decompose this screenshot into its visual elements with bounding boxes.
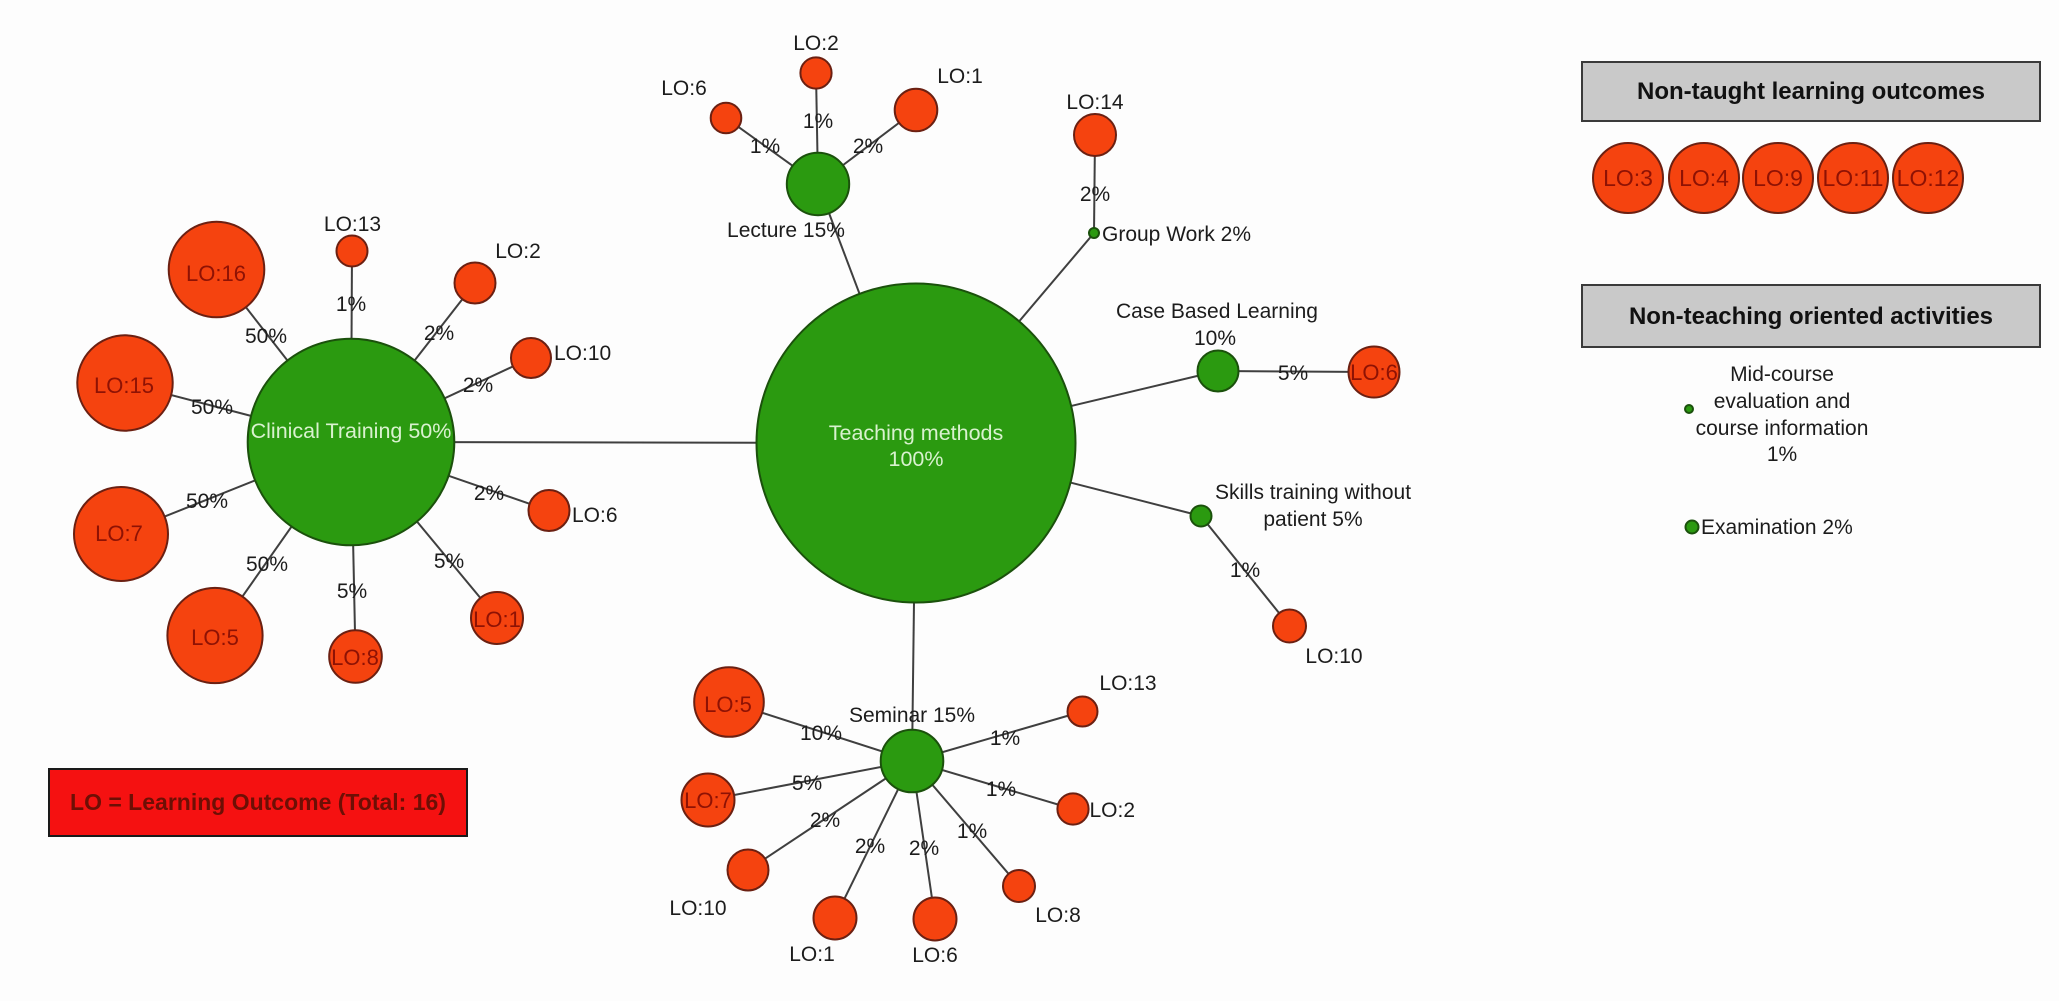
svg-text:10%: 10%: [1194, 327, 1236, 350]
svg-text:50%: 50%: [186, 490, 228, 513]
svg-text:2%: 2%: [909, 837, 939, 860]
svg-text:Mid-course: Mid-course: [1730, 363, 1834, 386]
svg-text:LO:10: LO:10: [669, 897, 726, 920]
svg-text:LO:6: LO:6: [1350, 360, 1398, 385]
svg-text:LO:15: LO:15: [94, 373, 154, 398]
svg-text:LO:5: LO:5: [704, 692, 752, 717]
svg-text:LO:2: LO:2: [495, 240, 541, 263]
svg-text:LO:8: LO:8: [331, 645, 379, 670]
svg-text:LO:1: LO:1: [473, 607, 521, 632]
svg-text:LO:7: LO:7: [95, 521, 143, 546]
svg-text:LO:6: LO:6: [661, 77, 707, 100]
svg-text:5%: 5%: [434, 550, 464, 573]
svg-text:LO:9: LO:9: [1753, 165, 1803, 191]
svg-text:LO:10: LO:10: [1305, 645, 1362, 668]
svg-text:2%: 2%: [474, 482, 504, 505]
svg-text:Clinical Training 50%: Clinical Training 50%: [251, 419, 452, 443]
svg-text:2%: 2%: [463, 374, 493, 397]
svg-text:Lecture 15%: Lecture 15%: [727, 219, 845, 242]
svg-text:course information: course information: [1696, 417, 1869, 440]
svg-text:2%: 2%: [424, 322, 454, 345]
svg-text:LO:2: LO:2: [1090, 799, 1136, 822]
svg-text:2%: 2%: [853, 135, 883, 158]
svg-text:100%: 100%: [889, 447, 944, 471]
svg-text:LO:4: LO:4: [1679, 165, 1729, 191]
svg-text:Teaching methods: Teaching methods: [829, 421, 1004, 445]
svg-text:Skills training without: Skills training without: [1215, 481, 1411, 504]
svg-text:Group Work 2%: Group Work 2%: [1102, 223, 1251, 246]
svg-text:LO:6: LO:6: [912, 944, 958, 967]
svg-text:1%: 1%: [803, 110, 833, 133]
svg-text:1%: 1%: [750, 135, 780, 158]
svg-text:LO:2: LO:2: [793, 32, 839, 55]
svg-text:LO:6: LO:6: [572, 504, 618, 527]
svg-text:LO:12: LO:12: [1897, 165, 1960, 191]
svg-text:50%: 50%: [245, 325, 287, 348]
svg-text:LO:3: LO:3: [1603, 165, 1653, 191]
svg-text:2%: 2%: [855, 835, 885, 858]
svg-text:LO:7: LO:7: [684, 788, 732, 813]
svg-text:50%: 50%: [246, 553, 288, 576]
svg-text:evaluation and: evaluation and: [1714, 390, 1851, 413]
svg-text:2%: 2%: [810, 809, 840, 832]
svg-text:1%: 1%: [336, 293, 366, 316]
svg-text:5%: 5%: [792, 772, 822, 795]
svg-text:5%: 5%: [1278, 362, 1308, 385]
svg-text:LO:10: LO:10: [554, 342, 611, 365]
svg-text:Seminar 15%: Seminar 15%: [849, 704, 975, 727]
svg-text:Non-taught learning outcomes: Non-taught learning outcomes: [1637, 78, 1985, 105]
svg-text:LO:13: LO:13: [1099, 672, 1156, 695]
svg-text:1%: 1%: [1230, 559, 1260, 582]
svg-text:LO:11: LO:11: [1823, 165, 1884, 191]
svg-text:LO:8: LO:8: [1035, 904, 1081, 927]
svg-text:patient 5%: patient 5%: [1263, 508, 1362, 531]
svg-text:50%: 50%: [191, 396, 233, 419]
svg-text:1%: 1%: [990, 727, 1020, 750]
svg-text:Non-teaching oriented activiti: Non-teaching oriented activities: [1629, 303, 1993, 330]
svg-text:1%: 1%: [957, 820, 987, 843]
svg-text:LO:1: LO:1: [937, 65, 983, 88]
svg-text:2%: 2%: [1080, 183, 1110, 206]
svg-text:1%: 1%: [1767, 443, 1797, 466]
svg-text:5%: 5%: [337, 580, 367, 603]
svg-text:LO:1: LO:1: [789, 943, 835, 966]
svg-text:LO = Learning Outcome (Total:: LO = Learning Outcome (Total: 16): [70, 789, 446, 815]
svg-text:LO:5: LO:5: [191, 625, 239, 650]
svg-text:LO:14: LO:14: [1066, 91, 1124, 114]
svg-text:LO:16: LO:16: [186, 261, 246, 286]
svg-text:1%: 1%: [986, 778, 1016, 801]
svg-text:Examination 2%: Examination 2%: [1701, 516, 1853, 539]
svg-text:LO:13: LO:13: [324, 213, 381, 236]
svg-text:10%: 10%: [800, 722, 842, 745]
svg-text:Case Based Learning: Case Based Learning: [1116, 300, 1318, 323]
